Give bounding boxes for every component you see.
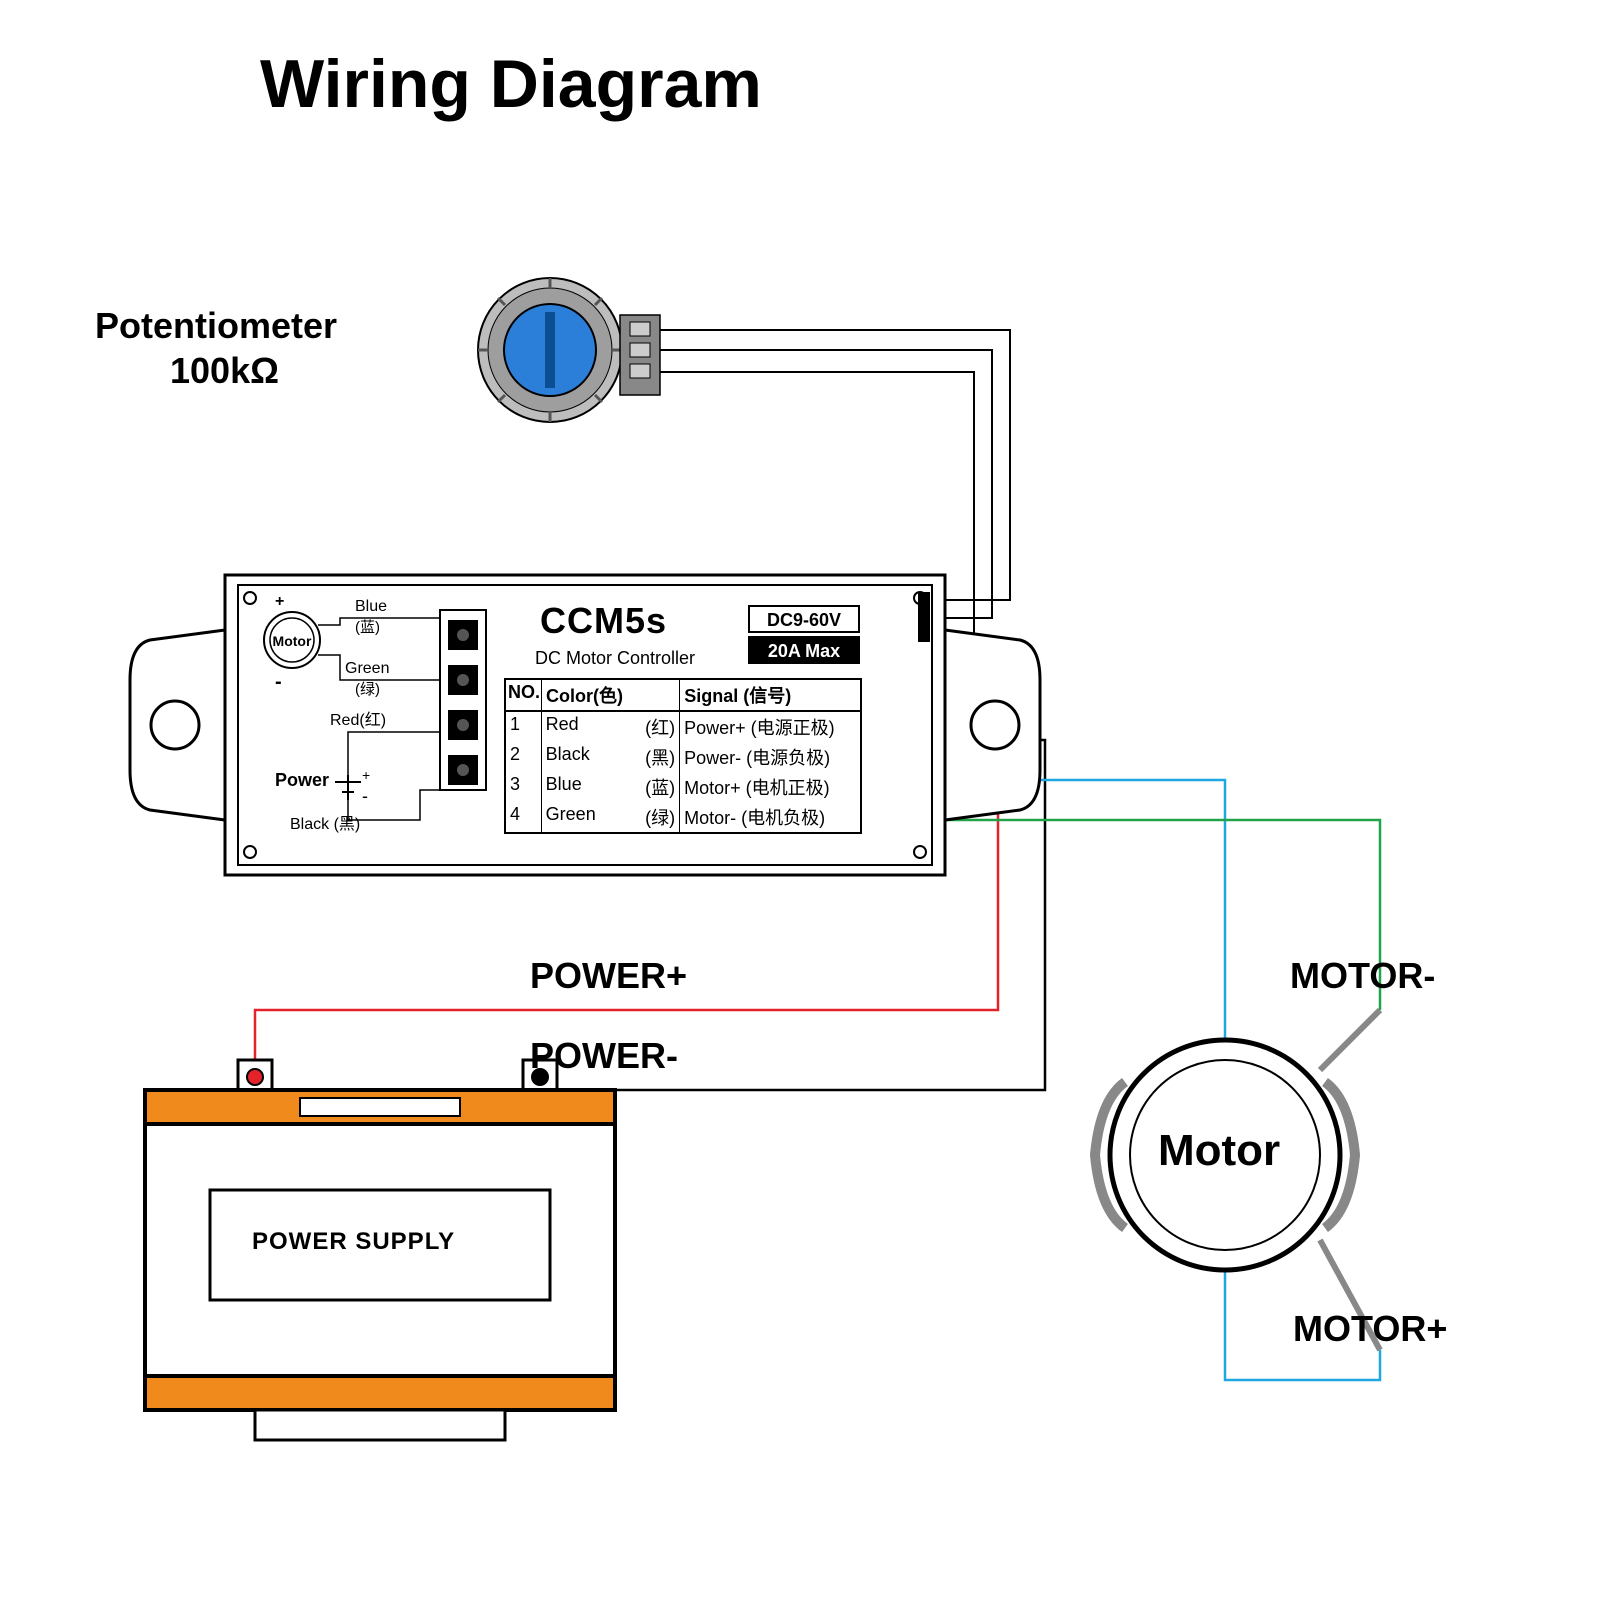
th-no: NO.: [506, 680, 542, 710]
lbl-green: Green: [345, 660, 389, 678]
lbl-motor-plus: MOTOR+: [1293, 1308, 1447, 1350]
lbl-power-minus: POWER-: [530, 1035, 678, 1077]
potentiometer-label-2: 100kΩ: [170, 350, 279, 392]
amp-box: 20A Max: [748, 636, 860, 664]
th-signal: Signal (信号): [680, 680, 860, 710]
lbl-power-plus: POWER+: [530, 955, 687, 997]
motor-label: Motor: [1158, 1126, 1280, 1176]
table-row: 1Red(红)Power+ (电源正极): [506, 712, 860, 742]
table-row: 4Green(绿)Motor- (电机负极): [506, 802, 860, 832]
lbl-red: Red(红): [330, 706, 386, 730]
lbl-power: Power: [275, 770, 329, 791]
th-color: Color(色): [542, 680, 680, 710]
controller-subtitle: DC Motor Controller: [535, 648, 695, 669]
power-supply-label: POWER SUPPLY: [252, 1228, 455, 1256]
wire-pot-1: [655, 330, 1010, 600]
svg-text:Motor: Motor: [273, 633, 312, 649]
signal-table: NO. Color(色) Signal (信号) 1Red(红)Power+ (…: [504, 678, 862, 834]
table-row: 3Blue(蓝)Motor+ (电机正极): [506, 772, 860, 802]
lbl-black: Black (黑): [290, 810, 360, 834]
potentiometer-label-1: Potentiometer: [95, 305, 337, 347]
lbl-motor-minus: MOTOR-: [1290, 955, 1435, 997]
motor-icon: [1095, 1010, 1380, 1350]
controller-brand: CCM5s: [540, 600, 667, 642]
lbl-blue-cn: (蓝): [355, 616, 380, 637]
voltage-box: DC9-60V: [748, 605, 860, 633]
svg-text:-: -: [275, 671, 282, 693]
table-row: 2Black(黑)Power- (电源负极): [506, 742, 860, 772]
svg-text:-: -: [362, 786, 368, 806]
svg-text:+: +: [275, 593, 284, 610]
lbl-green-cn: (绿): [355, 678, 380, 699]
potentiometer-icon: [478, 278, 660, 422]
lbl-blue: Blue: [355, 598, 387, 616]
svg-text:+: +: [362, 767, 370, 783]
